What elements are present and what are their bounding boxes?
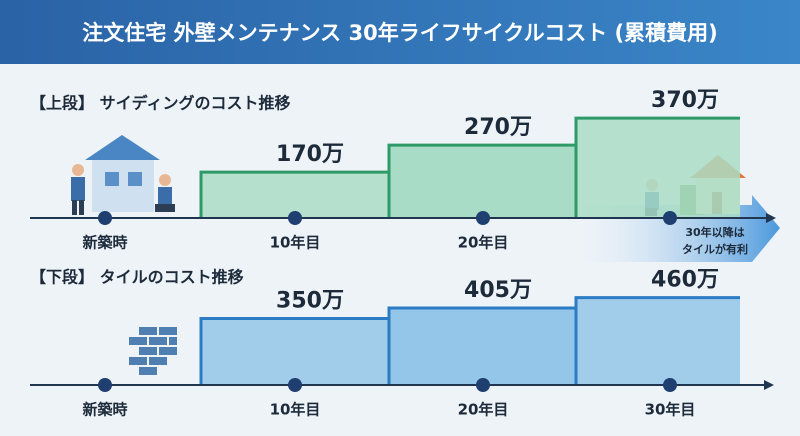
tile-icon <box>127 325 179 377</box>
value-label: 170万 <box>276 142 344 167</box>
step-line <box>574 296 740 385</box>
section-subtitle: 【下段】 タイルのコスト推移 <box>30 268 244 287</box>
timeline-dot <box>663 378 677 392</box>
house-illustration <box>71 135 175 215</box>
step-line <box>199 170 389 218</box>
x-tick-label: 10年目 <box>270 401 321 419</box>
timeline-dot <box>98 378 112 392</box>
annotation: 30年以降は <box>685 225 744 239</box>
value-label: 350万 <box>276 289 344 314</box>
timeline-dot <box>288 378 302 392</box>
step-line <box>387 306 577 385</box>
step-fill <box>389 145 577 218</box>
value-label: 370万 <box>651 88 719 113</box>
x-tick-label: 30年目 <box>645 401 696 419</box>
step-fill <box>389 308 577 385</box>
timeline-dot <box>476 378 490 392</box>
x-tick-label: 新築時 <box>82 401 127 419</box>
timeline-dot <box>663 211 677 225</box>
x-tick-label: 20年目 <box>458 234 509 252</box>
step-fill <box>201 172 389 218</box>
step-fill <box>576 297 740 385</box>
x-tick-label: 新築時 <box>82 234 127 252</box>
step-line <box>387 143 577 218</box>
step-fill <box>201 318 389 385</box>
timeline-dot <box>288 211 302 225</box>
step-line <box>574 116 740 218</box>
axis-arrowhead <box>764 380 774 390</box>
header-bar <box>0 0 800 64</box>
title: 注文住宅 外壁メンテナンス 30年ライフサイクルコスト (累積費用) <box>82 21 717 45</box>
step-fill <box>576 118 740 218</box>
value-label: 270万 <box>464 115 532 140</box>
value-label: 405万 <box>464 278 532 303</box>
timeline-dot <box>98 211 112 225</box>
timeline-dot <box>476 211 490 225</box>
axis-arrowhead <box>766 213 776 223</box>
x-tick-label: 20年目 <box>458 401 509 419</box>
step-line <box>199 317 389 385</box>
section-subtitle: 【上段】 サイディングのコスト推移 <box>30 94 290 113</box>
x-tick-label: 10年目 <box>270 234 321 252</box>
annotation: タイルが有利 <box>682 242 748 256</box>
value-label: 460万 <box>651 268 719 293</box>
